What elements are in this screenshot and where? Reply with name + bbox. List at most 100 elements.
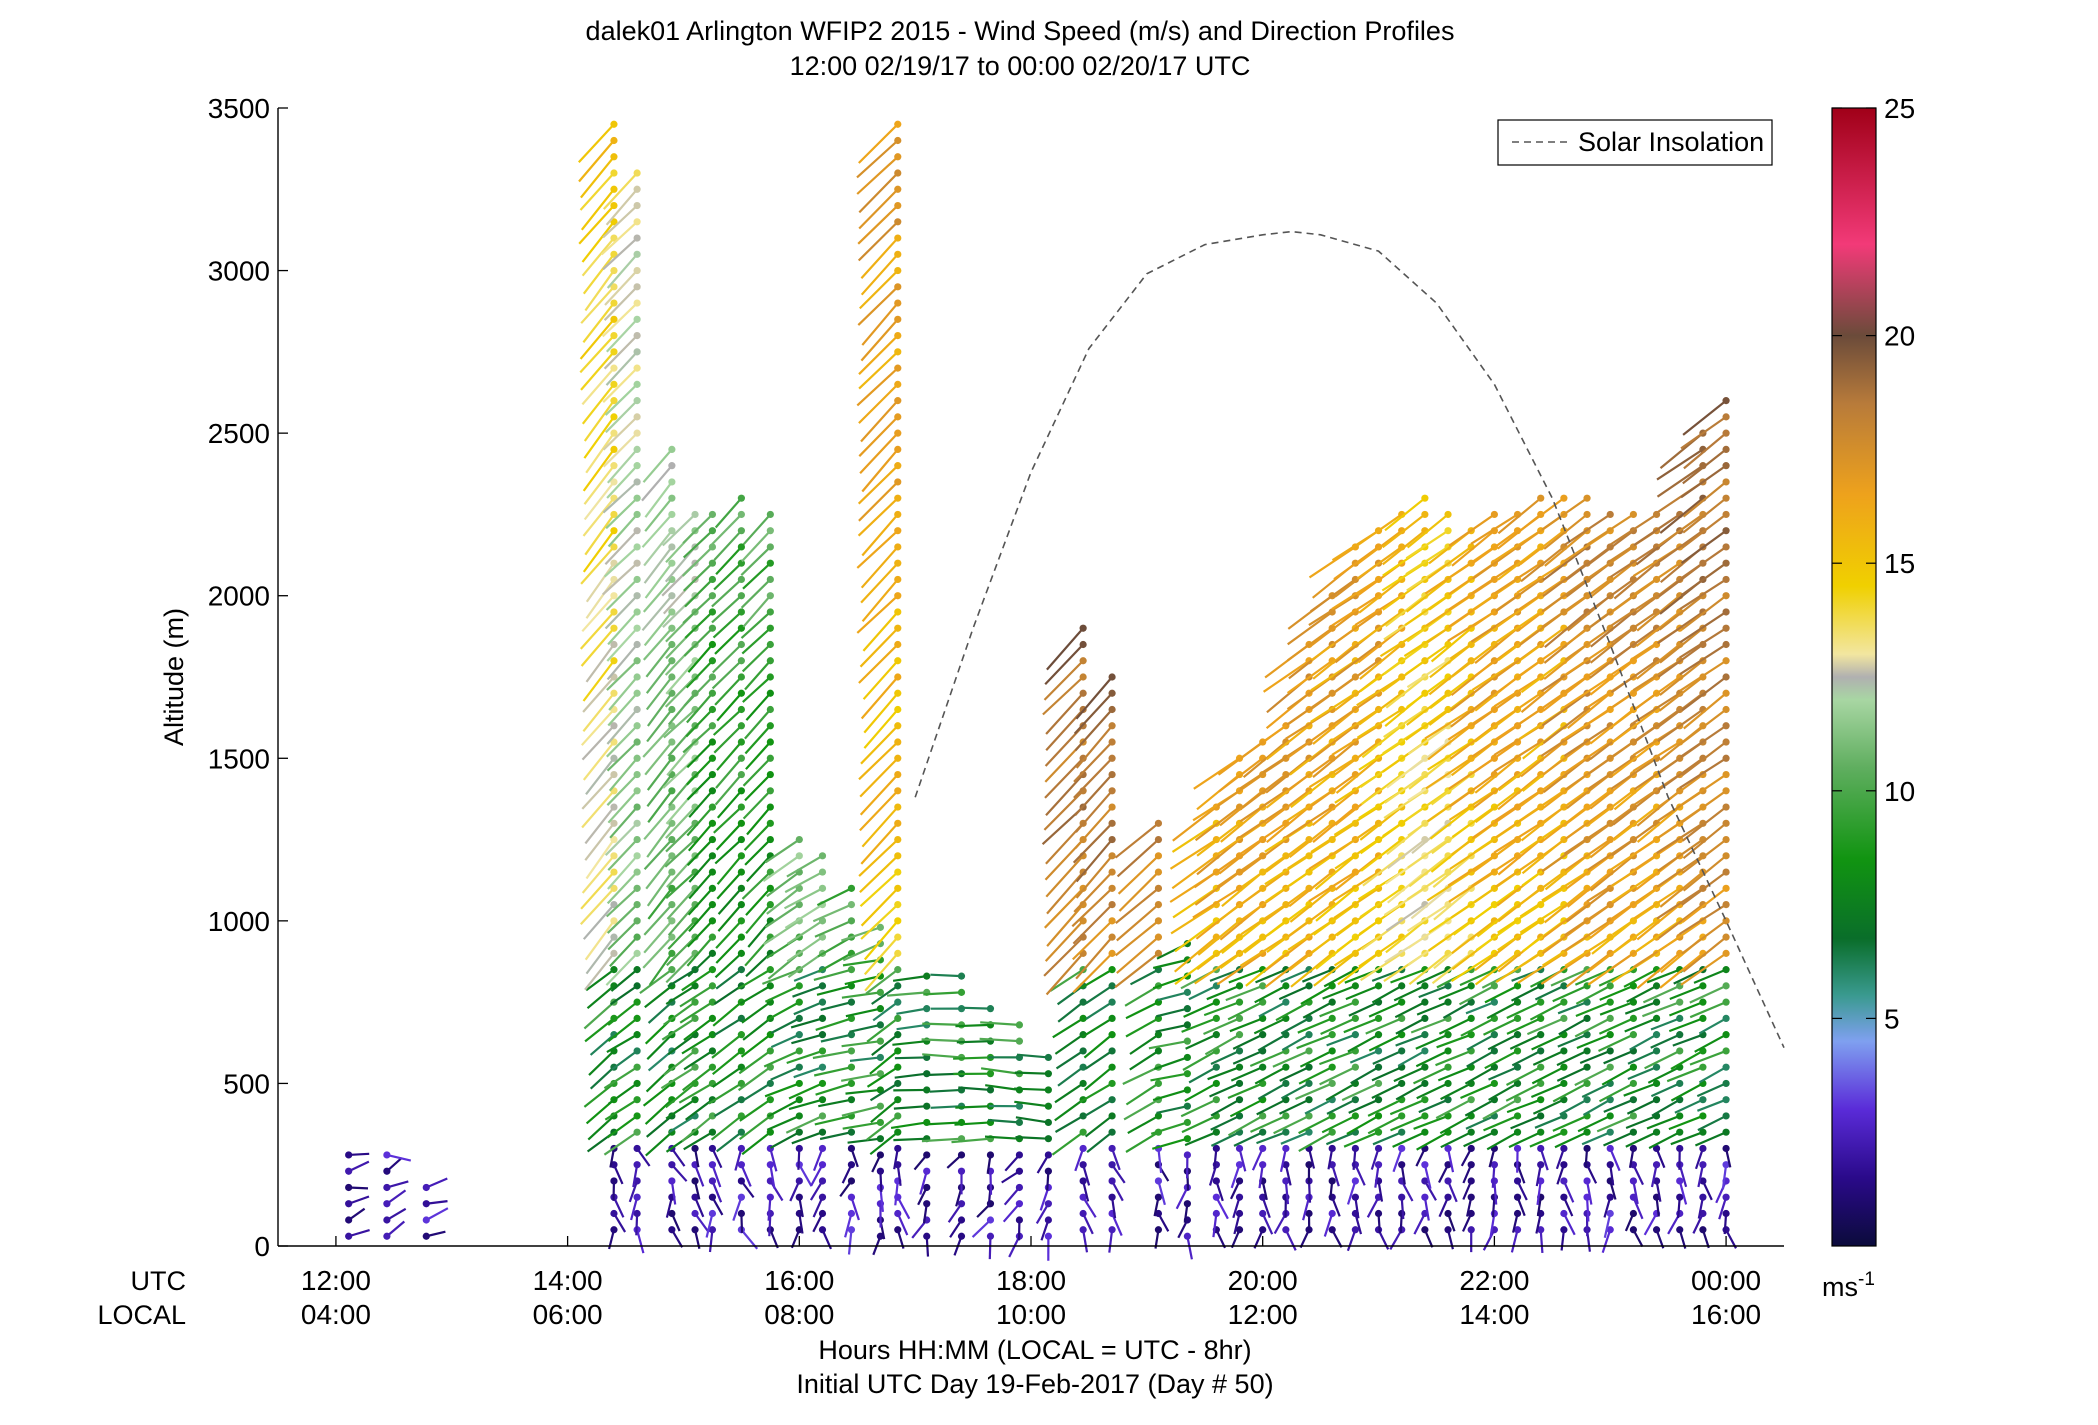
wind-point [1015, 1102, 1024, 1110]
wind-barb [763, 1049, 800, 1068]
wind-barb [681, 1033, 714, 1055]
wind-barb [583, 399, 615, 442]
wind-point [633, 917, 641, 925]
wind-point [737, 901, 745, 909]
wind-point [633, 1079, 641, 1088]
wind-barb [856, 594, 899, 634]
wind-barb [1232, 1049, 1264, 1065]
wind-point [668, 510, 676, 519]
wind-point [1560, 1128, 1568, 1136]
wind-point [668, 624, 676, 632]
wind-barb [1656, 822, 1704, 855]
wind-barb [767, 1197, 772, 1221]
y-tick-label: 2000 [208, 581, 270, 612]
wind-point [1722, 787, 1730, 795]
wind-barb [715, 546, 743, 576]
wind-barb [1349, 1049, 1379, 1064]
wind-barb [635, 1213, 639, 1236]
wind-point [1259, 1226, 1267, 1234]
wind-point [737, 510, 745, 519]
wind-barb [812, 1148, 824, 1171]
wind-barb [714, 952, 743, 979]
wind-point [1079, 1226, 1087, 1234]
wind-barb [714, 676, 743, 706]
wind-point [1652, 1161, 1661, 1169]
wind-point [1513, 1177, 1522, 1185]
wind-barb [1280, 968, 1310, 983]
wind-point [818, 884, 827, 892]
wind-point [633, 283, 641, 291]
wind-barb [1682, 448, 1727, 485]
wind-point [1560, 1177, 1568, 1185]
wind-barb [1279, 1066, 1310, 1082]
wind-point [383, 1167, 391, 1175]
wind-point [1421, 1226, 1429, 1234]
wind-barb [1446, 1148, 1455, 1173]
wind-barb [1188, 1066, 1217, 1084]
wind-barb [789, 1180, 801, 1202]
wind-barb [605, 497, 638, 530]
wind-point [1560, 998, 1568, 1006]
wind-point [708, 1193, 717, 1201]
wind-barb [1397, 1049, 1426, 1067]
wind-point [1421, 982, 1429, 990]
wind-barb [1044, 887, 1084, 929]
wind-barb [1471, 741, 1519, 775]
wind-point [847, 1014, 856, 1023]
wind-barb [1216, 854, 1264, 888]
wind-barb [1298, 1066, 1333, 1085]
wind-point [737, 819, 745, 827]
wind-point [1044, 1200, 1052, 1208]
wind-barb [646, 708, 673, 743]
wind-barb [1118, 871, 1160, 912]
wind-barb [1590, 854, 1635, 892]
wind-barb [971, 1219, 992, 1238]
wind-point [610, 933, 618, 941]
wind-point [766, 982, 774, 990]
wind-point [633, 1096, 641, 1104]
wind-barb [1359, 806, 1403, 841]
wind-barb [664, 838, 696, 868]
wind-point [1537, 1079, 1545, 1088]
y-tick-label: 500 [223, 1068, 270, 1099]
wind-point [766, 738, 774, 746]
wind-barb [1151, 1137, 1188, 1150]
y-axis-label: Altitude (m) [159, 608, 189, 746]
wind-point [1305, 1128, 1313, 1136]
wind-barb [861, 513, 899, 557]
wind-barb [646, 1033, 673, 1060]
wind-barb [1295, 1082, 1333, 1101]
wind-barb [1289, 854, 1333, 887]
wind-barb [1650, 1164, 1658, 1188]
wind-point [1108, 917, 1116, 925]
wind-barb [745, 887, 772, 916]
wind-point [610, 462, 618, 470]
wind-barb [1125, 1001, 1159, 1020]
wind-barb [1509, 1033, 1542, 1050]
wind-point [1560, 1014, 1568, 1023]
wind-barb [1666, 1066, 1704, 1083]
wind-barb [582, 692, 615, 732]
wind-barb [643, 903, 673, 936]
wind-point [766, 543, 774, 551]
wind-barb [1623, 968, 1658, 988]
wind-barb [989, 1171, 993, 1195]
wind-barb [1389, 1098, 1426, 1116]
wind-barb [818, 1098, 852, 1108]
wind-barb [1310, 692, 1356, 723]
wind-barb [1581, 1131, 1611, 1146]
wind-point [1513, 1193, 1522, 1201]
wind-barb [1680, 546, 1727, 580]
wind-point [1722, 559, 1730, 567]
wind-barb [1589, 903, 1635, 940]
wind-barb [716, 692, 743, 722]
wind-point [1722, 510, 1730, 519]
wind-point [668, 787, 676, 795]
wind-barb [1289, 887, 1333, 923]
wind-barb [1082, 1213, 1094, 1235]
wind-point [766, 1047, 774, 1055]
wind-point [1722, 624, 1730, 632]
wind-point [1652, 1063, 1661, 1071]
wind-point [1722, 1161, 1730, 1169]
